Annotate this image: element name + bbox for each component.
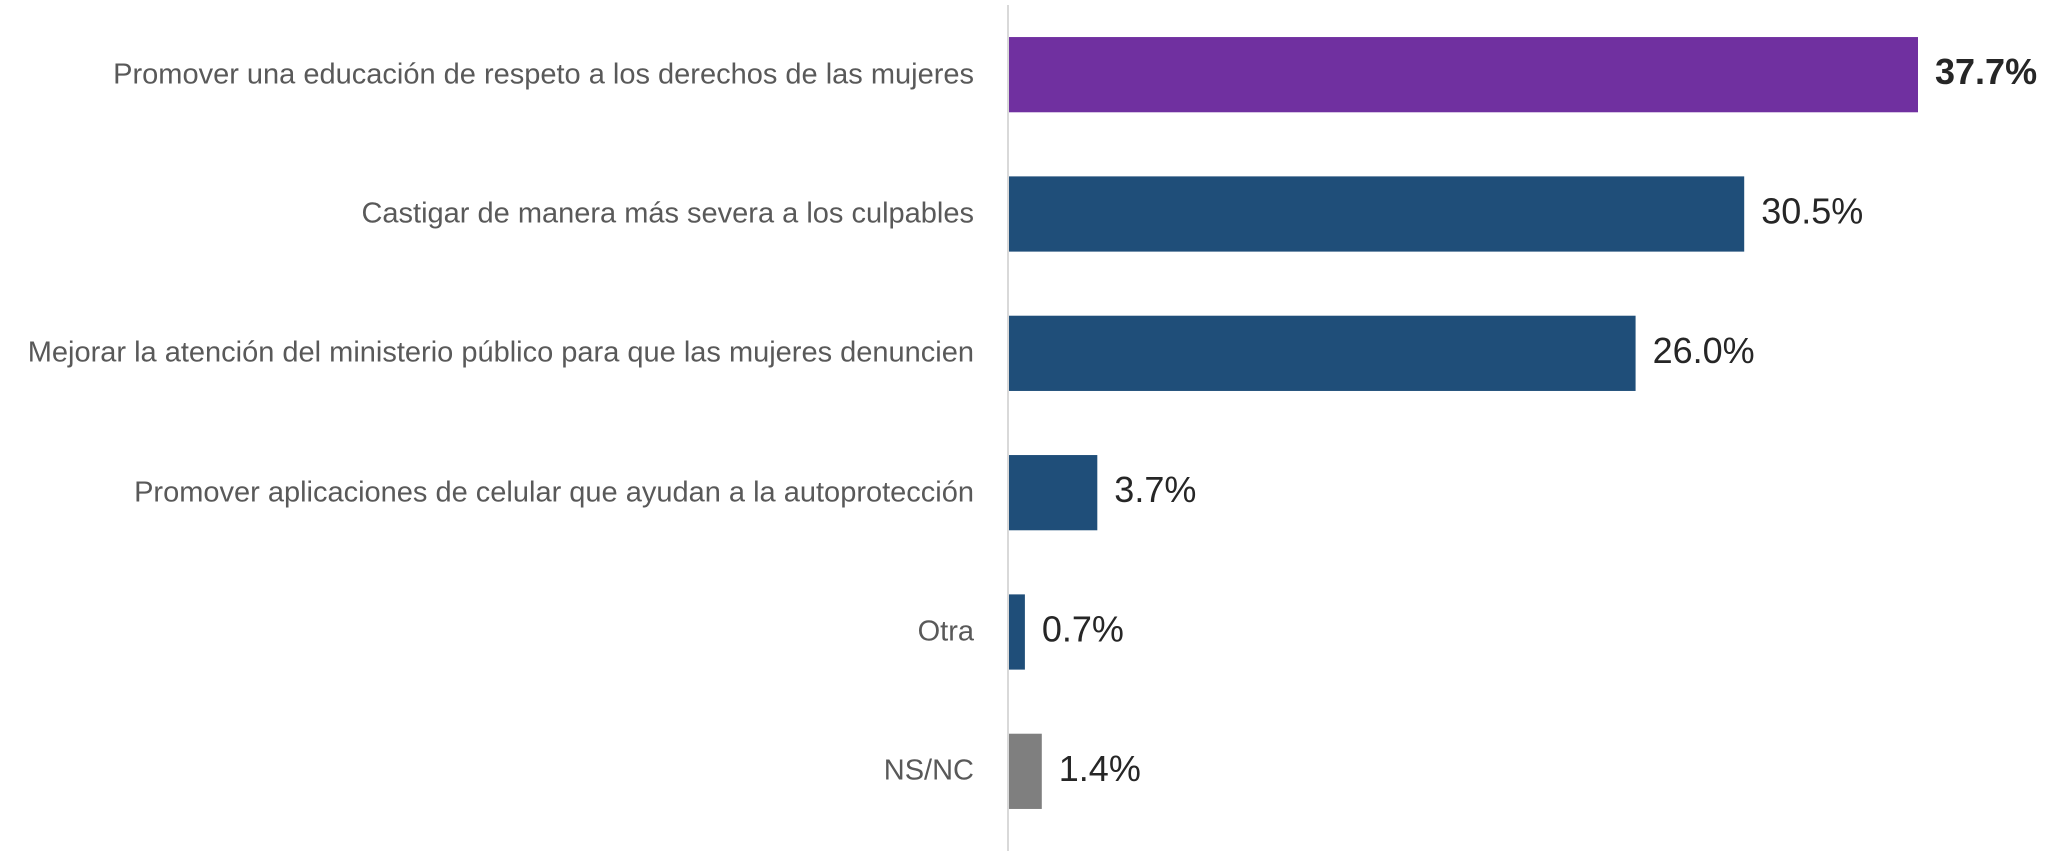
value-label: 26.0% [1653,330,1755,371]
value-label: 30.5% [1761,191,1863,232]
bar [1008,315,1636,391]
category-label: Promover una educación de respeto a los … [113,58,974,91]
category-label: NS/NC [883,754,974,787]
value-label: 3.7% [1114,469,1196,510]
value-label: 37.7% [1935,51,2037,92]
bar [1008,594,1025,670]
bar [1008,37,1918,113]
category-label: Castigar de manera más severa a los culp… [361,197,974,230]
category-label: Promover aplicaciones de celular que ayu… [134,476,974,509]
category-label: Mejorar la atención del ministerio públi… [27,336,974,369]
category-label: Otra [917,615,974,648]
bar [1008,455,1098,531]
bar [1008,733,1042,809]
bar [1008,176,1745,252]
value-label: 1.4% [1059,748,1141,789]
value-label: 0.7% [1042,609,1124,650]
